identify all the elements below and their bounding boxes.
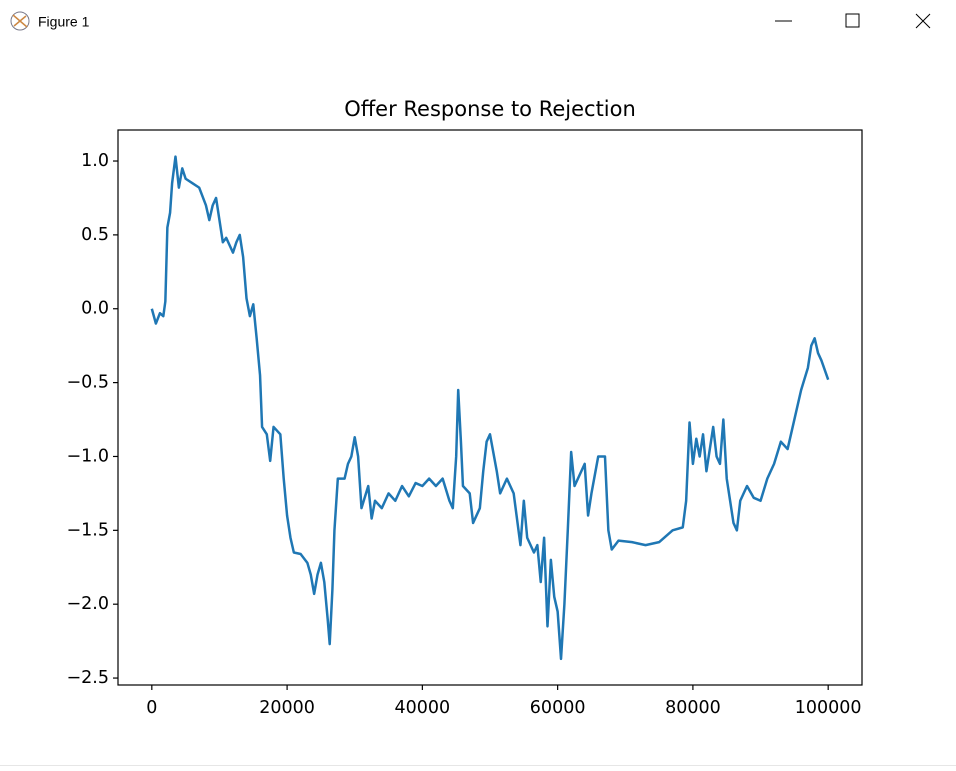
- y-tick-label: −1.0: [67, 446, 110, 466]
- x-tick-label: 0: [146, 698, 157, 718]
- x-tick-label: 60000: [530, 698, 586, 718]
- x-tick-label: 40000: [395, 698, 451, 718]
- y-tick-label: 1.0: [81, 151, 109, 171]
- y-tick-label: 0.0: [81, 299, 109, 319]
- window-title: Figure 1: [38, 14, 90, 30]
- chart-title: Offer Response to Rejection: [344, 97, 636, 121]
- app-icon-glyph: [12, 14, 28, 28]
- y-tick-label: −2.0: [67, 594, 110, 614]
- y-tick-label: −0.5: [67, 373, 110, 393]
- data-line: [150, 155, 830, 661]
- x-tick-label: 20000: [259, 698, 315, 718]
- close-button[interactable]: [915, 13, 931, 29]
- y-tick-label: −1.5: [67, 520, 110, 540]
- app-icon: [10, 11, 30, 31]
- x-tick-label: 80000: [665, 698, 721, 718]
- axes-frame: [117, 129, 863, 686]
- maximize-button[interactable]: [845, 13, 860, 28]
- y-tick-label: 0.5: [81, 225, 109, 245]
- y-tick-label: −2.5: [67, 668, 110, 688]
- x-tick-label: 100000: [795, 698, 862, 718]
- plot-area: −2.5 −2.0 −1.5 −1.0 −0.5 0.0 0.5 1.0 0 20000 40000…: [67, 151, 862, 718]
